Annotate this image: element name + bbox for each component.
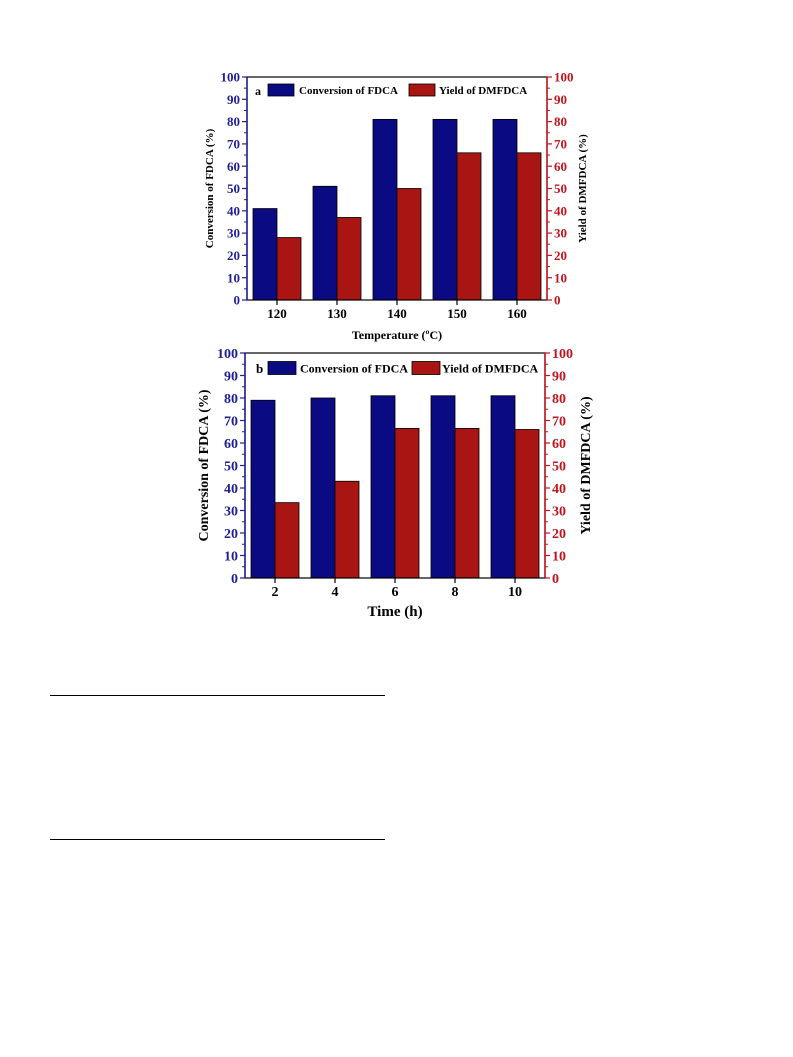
panel-b-left-tick-label: 30 <box>224 504 238 519</box>
panel-a-left-tick-label: 70 <box>227 136 240 151</box>
panel-a-yield-bar <box>396 188 422 301</box>
panel-b-left-tick-label: 90 <box>224 369 238 384</box>
panel-b-left-tick-label: 40 <box>224 482 238 497</box>
panel-b-yield-bar <box>394 427 420 579</box>
panel-b-yield-bar <box>334 480 360 579</box>
panel-b-left-tick-label: 50 <box>224 459 238 474</box>
panel-a-left-tick-label: 40 <box>227 203 240 218</box>
panel-b-left-tick-label: 0 <box>231 572 238 587</box>
panel-b-yield-bar <box>274 502 300 579</box>
panel-a-right-tick-label: 70 <box>554 136 567 151</box>
panel-a-right-tick-label: 30 <box>554 226 567 241</box>
panel-a-left-tick-label: 30 <box>227 226 240 241</box>
panel-a-conversion-bar <box>432 118 458 301</box>
panel-b-right-tick-label: 30 <box>552 504 566 519</box>
panel-a-right-tick-label: 60 <box>554 159 567 174</box>
panel-b-legend-label-conversion: Conversion of FDCA <box>300 362 408 376</box>
panel-a-left-tick-label: 50 <box>227 181 240 196</box>
panel-b-left-tick-label: 100 <box>217 347 238 362</box>
panel-a-right-tick-label: 20 <box>554 248 567 263</box>
panel-a-left-tick-label: 100 <box>221 70 241 85</box>
panel-a-x-axis-label: Temperature (ºC) <box>352 328 442 342</box>
panel-b-conversion-bar <box>490 395 516 579</box>
panel-a-conversion-bar <box>252 208 278 301</box>
panel-b-right-tick-label: 100 <box>552 347 573 362</box>
panel-b-right-tick-label: 0 <box>552 572 559 587</box>
panel-a-right-tick-label: 50 <box>554 181 567 196</box>
panel-b-x-tick-label: 4 <box>332 585 339 600</box>
panel-a-right-tick-label: 10 <box>554 270 567 285</box>
panel-b-left-tick-label: 60 <box>224 437 238 452</box>
panel-b-x-axis-label: Time (h) <box>367 604 422 620</box>
panel-b-right-tick-label: 50 <box>552 459 566 474</box>
panel-b-right-tick-label: 60 <box>552 437 566 452</box>
panel-b-x-tick-label: 2 <box>272 585 279 600</box>
panel-a-x-tick-label: 140 <box>387 306 407 321</box>
panel-b-conversion-bar <box>370 395 396 579</box>
panel-b-y-axis-label: Conversion of FDCA (%) <box>197 389 212 541</box>
divider-bottom <box>50 839 385 840</box>
panel-a-legend-label-yield: Yield of DMFDCA <box>439 85 527 97</box>
panel-b-right-tick-label: 40 <box>552 482 566 497</box>
panel-b-panel-label: b <box>256 361 263 376</box>
panel-b-right-tick-label: 10 <box>552 549 566 564</box>
panel-a-legend-label-conversion: Conversion of FDCA <box>299 85 398 97</box>
panel-b-left-tick-label: 10 <box>224 549 238 564</box>
panel-b-y2-axis-label: Yield of DMFDCA (%) <box>579 396 594 535</box>
panel-b-right-tick-label: 20 <box>552 527 566 542</box>
divider-top <box>50 695 385 696</box>
panel-a-right-tick-label: 40 <box>554 203 567 218</box>
panel-a-left-tick-label: 10 <box>227 270 240 285</box>
panel-b-x-tick-label: 10 <box>508 585 522 600</box>
panel-b-left-tick-label: 70 <box>224 414 238 429</box>
panel-a-left-tick-label: 0 <box>234 293 241 308</box>
panel-b-legend-swatch-yield <box>411 361 441 375</box>
panel-a-legend-swatch-conversion <box>267 83 295 97</box>
panel-b-yield-bar <box>514 429 540 579</box>
panel-b-right-tick-label: 90 <box>552 369 566 384</box>
panel-a-right-tick-label: 90 <box>554 92 567 107</box>
panel-b-left-tick-label: 80 <box>224 392 238 407</box>
panel-a-left-tick-label: 60 <box>227 159 240 174</box>
panel-b-x-tick-label: 8 <box>452 585 459 600</box>
panel-a-x-tick-label: 130 <box>327 306 347 321</box>
panel-a-left-tick-label: 80 <box>227 114 240 129</box>
panel-a-conversion-bar <box>312 185 338 301</box>
panel-a-y-axis-label: Conversion of FDCA (%) <box>204 128 216 248</box>
panel-a-yield-bar <box>276 237 302 301</box>
panel-a-yield-bar <box>456 152 482 301</box>
panel-b-yield-bar <box>454 427 480 579</box>
panel-a-x-tick-label: 120 <box>267 306 287 321</box>
panel-b-legend-label-yield: Yield of DMFDCA <box>442 362 539 376</box>
panel-a-left-tick-label: 20 <box>227 248 240 263</box>
panel-a-yield-bar <box>516 152 542 301</box>
panel-b-left-tick-label: 20 <box>224 527 238 542</box>
panel-a-conversion-bar <box>492 118 518 301</box>
panel-a-conversion-bar <box>372 118 398 301</box>
panel-a-right-tick-label: 0 <box>554 293 561 308</box>
panel-a-x-tick-label: 160 <box>507 306 527 321</box>
panel-b-right-tick-label: 80 <box>552 392 566 407</box>
panel-b-legend-swatch-conversion <box>267 361 297 375</box>
panel-a-panel-label: a <box>255 84 261 98</box>
panel-a-y2-axis-label: Yield of DMFDCA (%) <box>577 134 589 243</box>
panel-a-legend-swatch-yield <box>408 83 436 97</box>
panel-b-right-tick-label: 70 <box>552 414 566 429</box>
panel-b-conversion-bar <box>310 397 336 579</box>
panel-b-x-tick-label: 6 <box>392 585 399 600</box>
panel-a-x-tick-label: 150 <box>447 306 467 321</box>
panel-b-conversion-bar <box>430 395 456 579</box>
panel-b-conversion-bar <box>250 399 276 579</box>
panel-a-right-tick-label: 80 <box>554 114 567 129</box>
panel-a-yield-bar <box>336 217 362 301</box>
panel-a-right-tick-label: 100 <box>554 70 574 85</box>
panel-a-left-tick-label: 90 <box>227 92 240 107</box>
